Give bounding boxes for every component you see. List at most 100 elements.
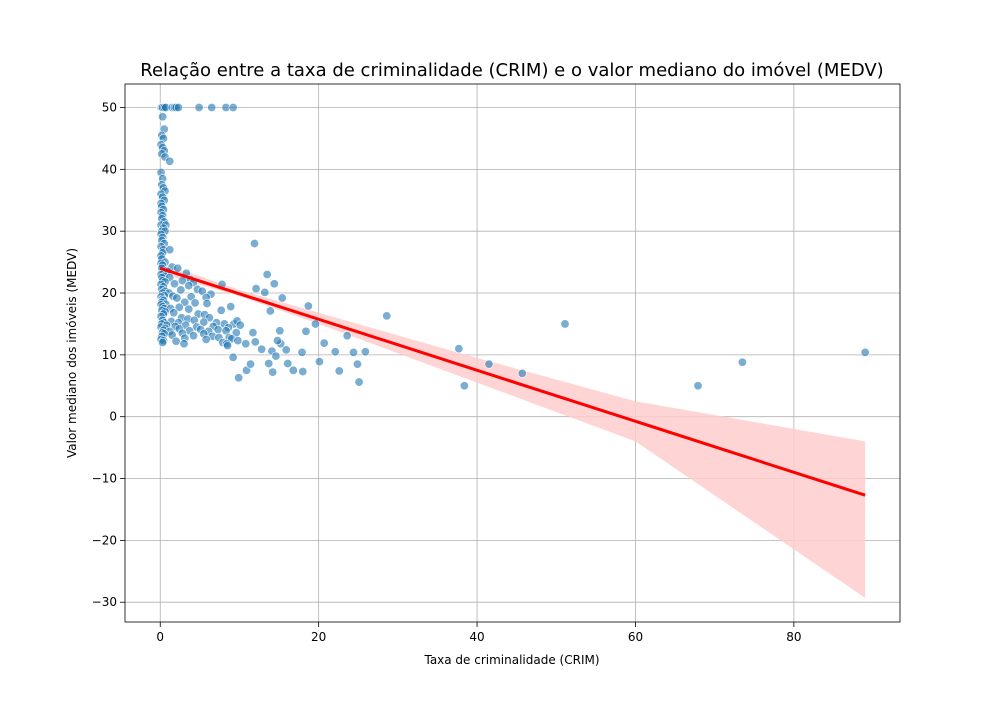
data-point [283, 359, 293, 369]
y-tick-label: 10 [102, 348, 117, 362]
data-point [517, 368, 527, 378]
data-point [382, 311, 392, 321]
data-point [201, 334, 211, 344]
data-point [246, 359, 256, 369]
data-point [262, 269, 272, 279]
chart-title: Relação entre a taxa de criminalidade (C… [140, 60, 883, 81]
data-point [199, 317, 209, 327]
data-point [228, 352, 238, 362]
data-point [248, 328, 258, 338]
y-tick-label: 40 [102, 162, 117, 176]
data-point [352, 359, 362, 369]
data-point [272, 336, 282, 346]
data-point [281, 345, 291, 355]
x-tick-label: 20 [311, 630, 326, 644]
data-point [737, 357, 747, 367]
data-point [158, 112, 168, 122]
data-point [184, 281, 194, 291]
y-tick-label: 20 [102, 286, 117, 300]
data-point [310, 319, 320, 329]
y-tick-label: 50 [102, 100, 117, 114]
data-point [298, 367, 308, 377]
data-point [234, 373, 244, 383]
data-point [189, 331, 199, 341]
y-tick-label: −10 [92, 472, 117, 486]
data-point [271, 351, 281, 361]
x-tick-label: 0 [156, 630, 164, 644]
data-point [251, 284, 261, 294]
data-point [216, 305, 226, 315]
data-point [173, 102, 183, 112]
data-point [268, 367, 278, 377]
data-point [207, 102, 217, 112]
x-tick-label: 60 [628, 630, 643, 644]
data-point [260, 287, 270, 297]
data-point [257, 344, 267, 354]
data-point [174, 302, 184, 312]
data-point [235, 320, 245, 330]
data-point [169, 308, 179, 318]
data-point [342, 331, 352, 341]
data-point [354, 377, 364, 387]
data-point [330, 347, 340, 357]
data-point [277, 293, 287, 303]
data-point [176, 285, 186, 295]
regression-layer [159, 266, 866, 497]
data-point [249, 239, 259, 249]
data-point [264, 359, 274, 369]
data-point [319, 338, 329, 348]
data-point [190, 298, 200, 308]
ticks: 0 20 40 60 80 −30 −20 −10 0 10 20 30 40 50 [92, 100, 802, 644]
x-axis-label: Taxa de criminalidade (CRIM) [423, 653, 599, 667]
x-tick-label: 40 [469, 630, 484, 644]
data-point [297, 347, 307, 357]
data-point [269, 279, 279, 289]
data-point [194, 102, 204, 112]
data-point [250, 337, 260, 347]
data-point [213, 325, 223, 335]
data-point [275, 326, 285, 336]
plot-frame [124, 83, 901, 623]
data-point [202, 299, 212, 309]
grid [125, 84, 900, 622]
data-point [226, 302, 236, 312]
y-tick-label: −30 [92, 595, 117, 609]
data-point [184, 304, 194, 314]
data-point [265, 306, 275, 316]
data-point [459, 381, 469, 391]
data-point [228, 102, 238, 112]
x-tick-label: 80 [786, 630, 801, 644]
data-point [484, 359, 494, 369]
data-point [172, 293, 182, 303]
data-point [334, 366, 344, 376]
data-point [179, 339, 189, 349]
data-point [158, 337, 168, 347]
data-point [349, 347, 359, 357]
confidence-band [160, 262, 866, 598]
data-point [693, 381, 703, 391]
data-point [241, 339, 251, 349]
data-point [301, 326, 311, 336]
y-tick-label: 0 [109, 410, 117, 424]
confidence-band-layer [160, 262, 866, 598]
points-layer [155, 102, 870, 391]
data-point [360, 347, 370, 357]
data-point [223, 341, 233, 351]
data-point [560, 319, 570, 329]
data-point [233, 336, 243, 346]
data-point [303, 301, 313, 311]
y-tick-label: −20 [92, 533, 117, 547]
data-point [860, 347, 870, 357]
y-tick-label: 30 [102, 224, 117, 238]
data-point [165, 156, 175, 166]
y-axis-label: Valor mediano dos imóveis (MEDV) [65, 248, 79, 458]
data-point [314, 357, 324, 367]
data-point [170, 279, 180, 289]
data-point [173, 263, 183, 273]
regression-line [159, 266, 866, 497]
data-point [288, 365, 298, 375]
data-point [171, 336, 181, 346]
data-point [454, 344, 464, 354]
